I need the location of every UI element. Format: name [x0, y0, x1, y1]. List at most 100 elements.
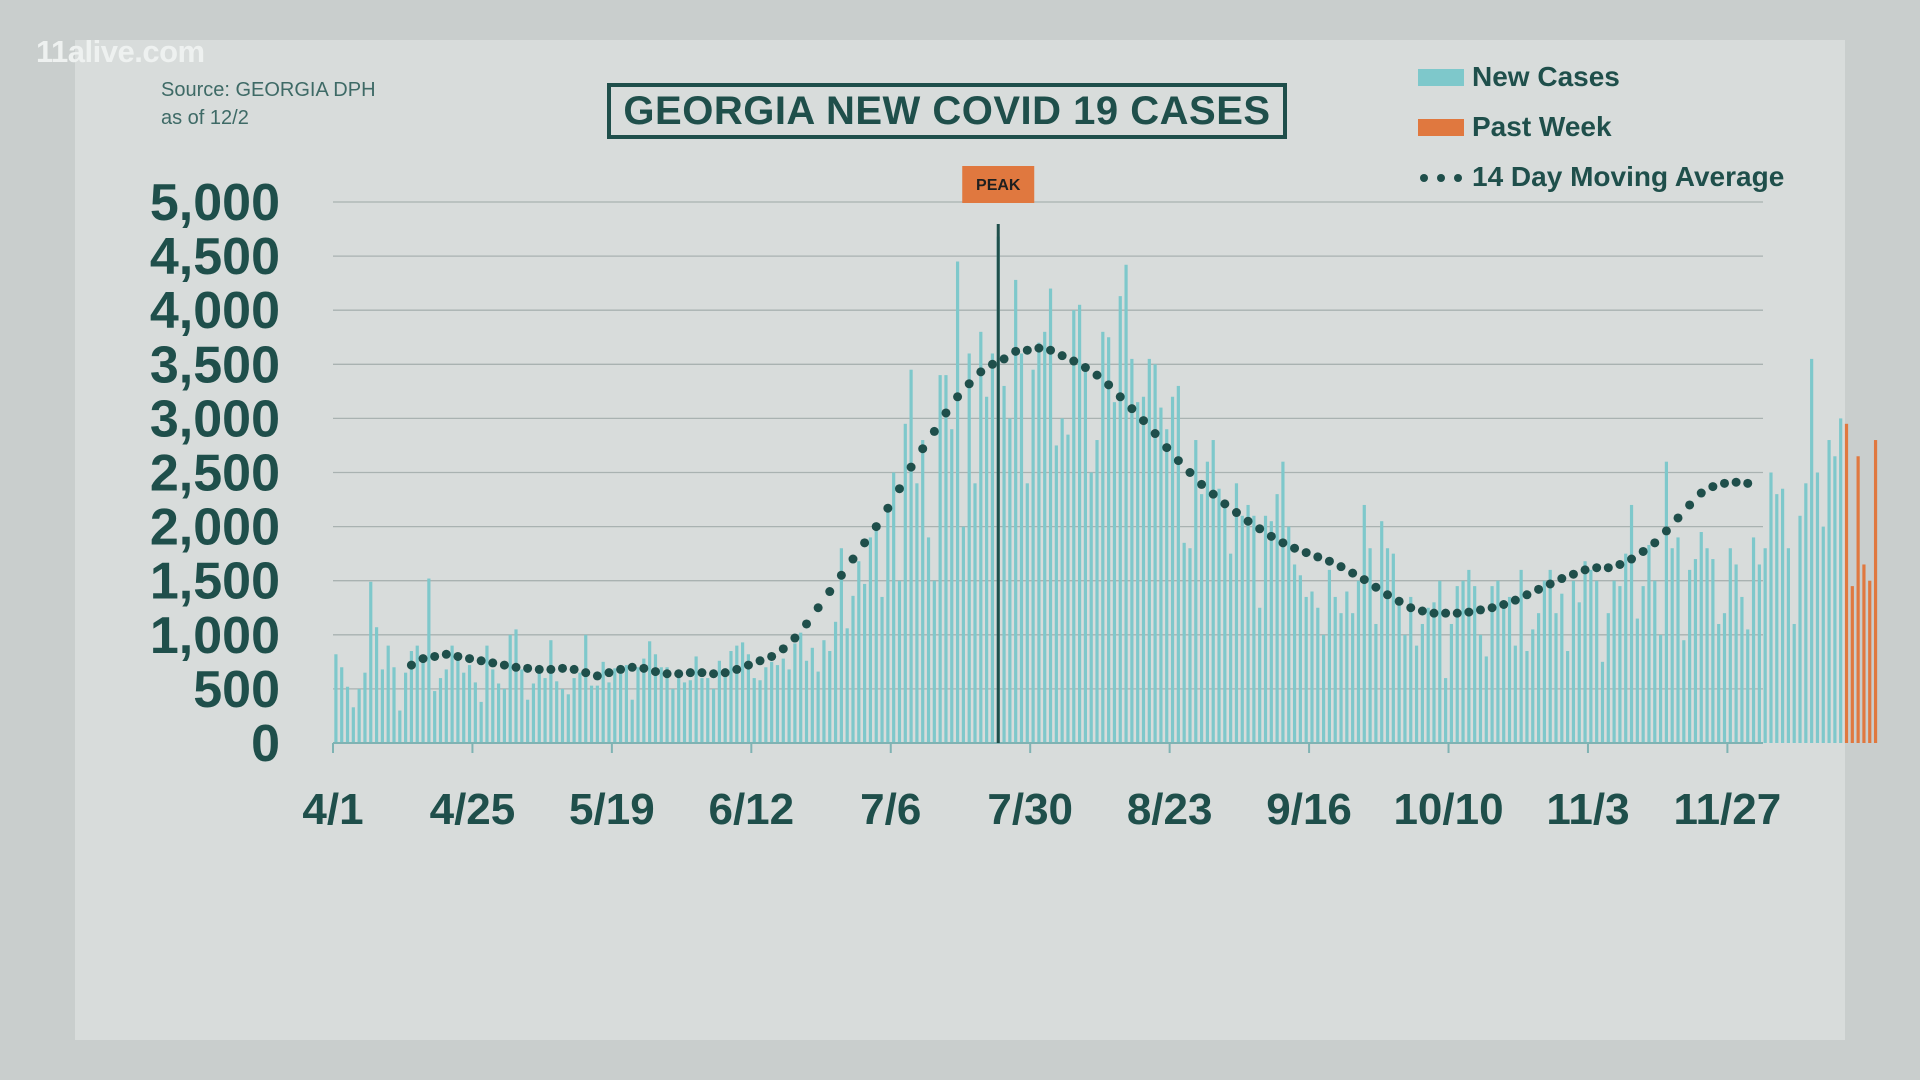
new-cases-bar: [1043, 331, 1047, 743]
moving-average-point: [569, 664, 579, 674]
new-cases-bar: [491, 669, 495, 743]
moving-average-point: [546, 664, 556, 674]
new-cases-bar: [1746, 629, 1750, 743]
new-cases-bar: [450, 645, 454, 743]
new-cases-bar: [735, 645, 739, 743]
new-cases-bar: [938, 375, 942, 743]
new-cases-bar: [1612, 580, 1616, 743]
new-cases-bar: [340, 667, 344, 743]
moving-average-point: [1150, 429, 1160, 439]
new-cases-bar: [711, 688, 716, 743]
new-cases-bar: [1130, 358, 1134, 743]
moving-average-point: [616, 664, 626, 674]
moving-average-point: [743, 660, 753, 670]
new-cases-bar: [1101, 331, 1105, 743]
new-cases-bar: [1554, 613, 1558, 743]
new-cases-bar: [1356, 580, 1361, 743]
moving-average-point: [1429, 608, 1439, 618]
moving-average-point: [953, 392, 963, 402]
y-tick-label: 5,000: [150, 174, 280, 232]
new-cases-bar: [1316, 607, 1320, 743]
y-tick-label: 2,500: [150, 445, 280, 503]
new-cases-bar: [1583, 561, 1587, 743]
moving-average-point: [1522, 590, 1532, 600]
new-cases-bar: [578, 672, 582, 743]
moving-average-point: [465, 654, 475, 664]
new-cases-bar: [758, 680, 762, 743]
new-cases-bar: [915, 483, 919, 743]
moving-average-point: [1627, 554, 1637, 564]
moving-average-point: [1580, 565, 1590, 575]
new-cases-bar: [1165, 429, 1169, 743]
new-cases-bar: [979, 331, 983, 743]
moving-average-point: [1080, 363, 1090, 373]
new-cases-bar: [810, 647, 814, 743]
new-cases-bar: [555, 681, 559, 743]
new-cases-bar: [374, 627, 379, 743]
new-cases-bar: [973, 483, 977, 743]
x-tick-label: 7/6: [860, 785, 921, 834]
new-cases-bar: [485, 645, 489, 743]
y-tick-label: 4,500: [150, 228, 280, 286]
y-tick-label: 1,500: [150, 553, 280, 611]
new-cases-bar: [1333, 596, 1337, 743]
moving-average-point: [802, 619, 812, 629]
new-cases-bar: [1205, 461, 1210, 743]
moving-average-point: [1313, 552, 1323, 562]
new-cases-bar: [1589, 569, 1593, 743]
new-cases-bar: [1769, 472, 1773, 743]
station-logo: 11alive.com: [36, 34, 205, 69]
new-cases-bar: [1839, 418, 1843, 743]
new-cases-bar: [607, 682, 611, 743]
new-cases-bar: [1734, 564, 1738, 743]
new-cases-bar: [950, 429, 954, 743]
x-tick-label: 11/3: [1546, 785, 1629, 834]
new-cases-bar: [677, 673, 681, 743]
new-cases-bar: [502, 688, 506, 743]
moving-average-point: [1057, 351, 1067, 361]
new-cases-bar: [514, 629, 518, 743]
y-tick-label: 4,000: [150, 282, 280, 340]
new-cases-bar: [1368, 548, 1372, 743]
y-tick-label: 2,000: [150, 499, 280, 557]
new-cases-bar: [851, 595, 855, 743]
new-cases-bar: [1763, 548, 1767, 743]
new-cases-bar: [496, 683, 501, 743]
moving-average-point: [941, 408, 951, 418]
new-cases-bar: [618, 673, 623, 743]
new-cases-bar: [659, 667, 663, 743]
new-cases-bar: [1008, 418, 1012, 743]
moving-average-point: [685, 668, 695, 678]
new-cases-bar: [1362, 504, 1366, 743]
new-cases-bar: [839, 548, 843, 743]
new-cases-bar: [404, 672, 408, 743]
new-cases-bar: [433, 691, 437, 743]
moving-average-point: [627, 662, 637, 672]
moving-average-point: [1011, 346, 1021, 356]
moving-average-point: [1371, 582, 1381, 592]
y-tick-label: 1,000: [150, 607, 280, 665]
moving-average-point: [1417, 606, 1427, 616]
moving-average-point: [1243, 516, 1253, 526]
new-cases-bar: [1484, 656, 1488, 743]
moving-average-point: [1092, 370, 1102, 380]
moving-average-point: [732, 664, 742, 674]
moving-average-point: [720, 668, 730, 678]
new-cases-bar: [1060, 418, 1064, 743]
moving-average-point: [534, 664, 544, 674]
new-cases-bar: [1740, 596, 1744, 743]
new-cases-bar: [363, 672, 367, 743]
new-cases-bar: [1234, 483, 1239, 743]
new-cases-bar: [886, 504, 890, 743]
new-cases-bar: [752, 678, 756, 743]
new-cases-bar: [932, 580, 936, 743]
new-cases-bar: [1263, 515, 1268, 743]
new-cases-bar: [863, 583, 867, 743]
new-cases-bar: [1403, 634, 1407, 743]
moving-average-point: [1115, 392, 1125, 402]
moving-average-point: [1104, 380, 1114, 390]
moving-average-point: [825, 587, 835, 597]
new-cases-bar: [1670, 548, 1674, 743]
moving-average-point: [1545, 579, 1555, 589]
chart-title: GEORGIA NEW COVID 19 CASES: [623, 88, 1271, 133]
